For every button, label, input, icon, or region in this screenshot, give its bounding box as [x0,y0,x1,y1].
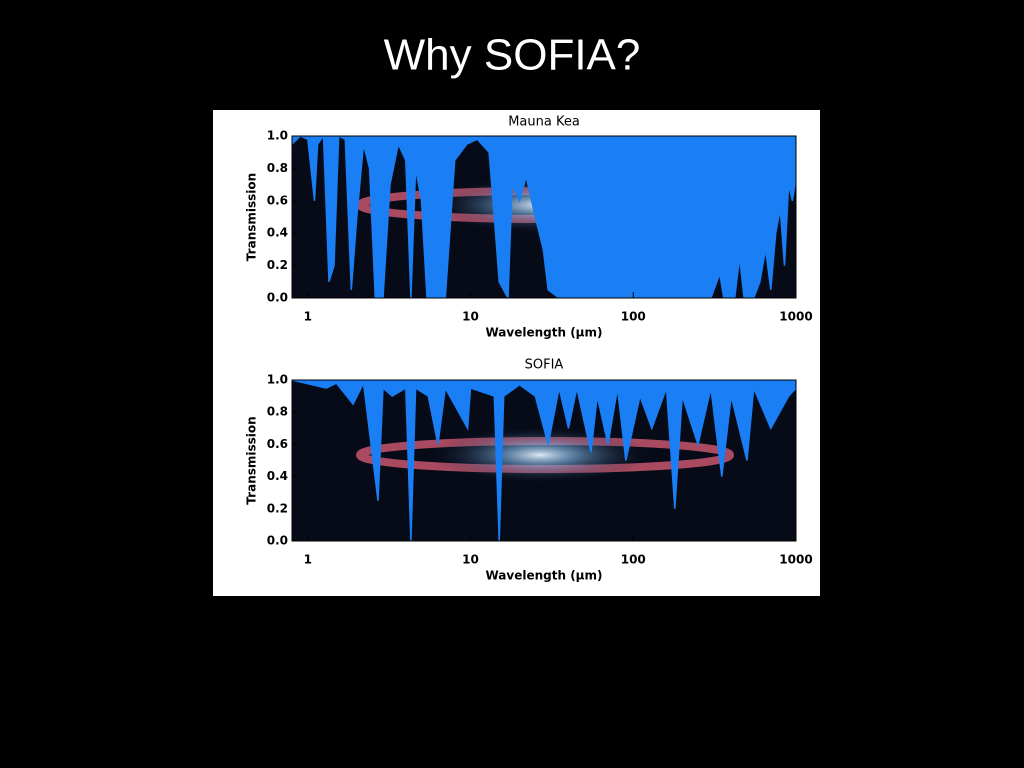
y-tick-label: 0.6 [267,193,288,207]
x-axis-label: Wavelength (μm) [485,569,602,583]
x-tick-label: 1 [304,553,312,567]
y-tick-label: 1.0 [267,373,288,387]
x-tick-label: 10 [462,553,479,567]
y-tick-label: 0.2 [267,501,288,515]
x-tick-label: 10 [462,310,479,324]
chart-title: Mauna Kea [508,115,580,130]
plot-frame [291,135,797,299]
galaxy-core [430,427,650,483]
transmission-line [292,380,796,541]
chart-title: SOFIA [525,358,564,373]
plot-area [292,136,796,298]
x-tick-label: 100 [621,310,646,324]
y-tick-label: 0.0 [267,291,288,305]
y-tick-label: 1.0 [267,129,288,143]
y-tick-label: 0.6 [267,437,288,451]
absorption-fill [292,136,796,298]
y-tick-label: 0.0 [267,534,288,548]
y-tick-label: 0.8 [267,161,288,175]
plot-frame [291,379,797,542]
x-tick-label: 1000 [779,553,812,567]
slide-title: Why SOFIA? [384,31,641,80]
plot-area [292,380,796,541]
transmission-line [292,136,796,298]
y-axis-label: Transmission [245,173,259,261]
x-tick-label: 1000 [779,310,812,324]
y-tick-label: 0.4 [267,226,288,240]
absorption-fill [292,380,796,541]
y-axis-label: Transmission [245,416,259,504]
x-tick-label: 1 [304,310,312,324]
y-tick-label: 0.4 [267,469,288,483]
y-tick-label: 0.8 [267,405,288,419]
x-tick-label: 100 [621,553,646,567]
x-axis-label: Wavelength (μm) [485,326,602,340]
y-tick-label: 0.2 [267,258,288,272]
